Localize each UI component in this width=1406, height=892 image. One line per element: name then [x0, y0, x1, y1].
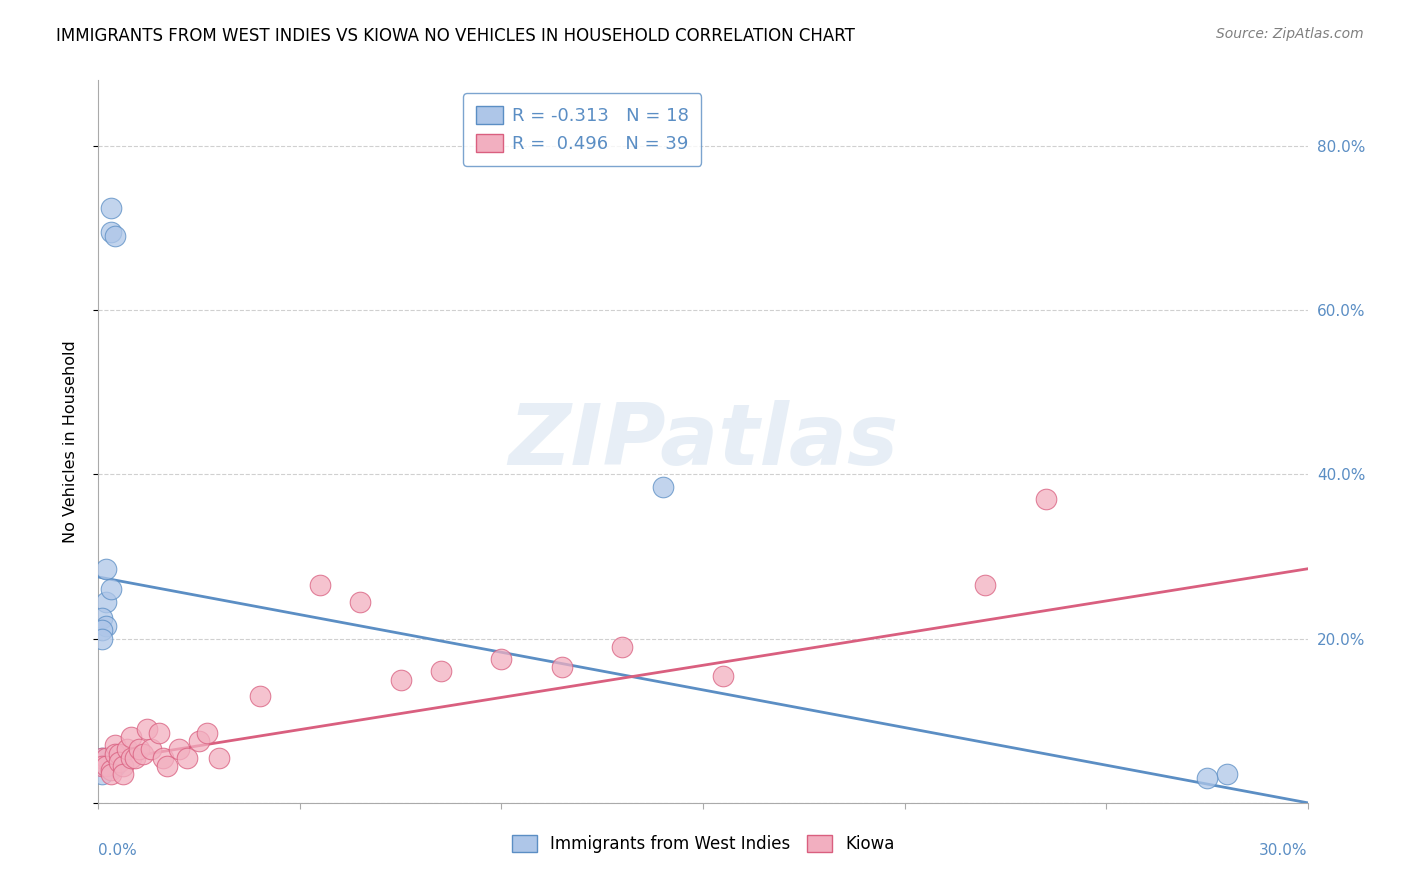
Point [100, 201, 122, 215]
Point [156, 759, 179, 773]
Point [100, 767, 122, 781]
Point [103, 739, 125, 753]
Point [651, 480, 673, 494]
Point [91, 624, 114, 638]
Point [188, 734, 211, 748]
Point [120, 730, 142, 744]
Point [612, 640, 634, 654]
Point [124, 750, 146, 764]
Point [152, 750, 174, 764]
Point [91, 759, 114, 773]
Point [96, 750, 118, 764]
Point [208, 750, 231, 764]
Point [430, 665, 453, 679]
Text: Source: ZipAtlas.com: Source: ZipAtlas.com [1216, 27, 1364, 41]
Point [91, 632, 114, 646]
Point [135, 722, 157, 736]
Point [91, 611, 114, 625]
Point [100, 582, 122, 597]
Point [167, 742, 190, 756]
Point [711, 668, 734, 682]
Point [96, 750, 118, 764]
Point [249, 689, 271, 703]
Point [96, 594, 118, 608]
Point [115, 742, 138, 756]
Point [103, 759, 125, 773]
Point [111, 759, 134, 773]
Point [551, 660, 574, 674]
Point [103, 747, 125, 761]
Point [132, 747, 155, 761]
Point [349, 594, 371, 608]
Point [1216, 767, 1239, 781]
Point [96, 562, 118, 576]
Point [96, 759, 118, 773]
Point [103, 229, 125, 244]
Point [1035, 491, 1057, 506]
Point [139, 742, 162, 756]
Point [107, 755, 129, 769]
Point [128, 742, 150, 756]
Text: ZIPatlas: ZIPatlas [508, 400, 898, 483]
Point [974, 578, 997, 592]
Point [309, 578, 332, 592]
Point [91, 750, 114, 764]
Text: 30.0%: 30.0% [1260, 843, 1308, 857]
Point [107, 747, 129, 761]
Text: IMMIGRANTS FROM WEST INDIES VS KIOWA NO VEHICLES IN HOUSEHOLD CORRELATION CHART: IMMIGRANTS FROM WEST INDIES VS KIOWA NO … [56, 27, 855, 45]
Point [148, 726, 170, 740]
Point [1195, 771, 1218, 785]
Point [195, 726, 218, 740]
Point [100, 763, 122, 777]
Point [120, 750, 142, 764]
Legend: Immigrants from West Indies, Kiowa: Immigrants from West Indies, Kiowa [505, 828, 901, 860]
Point [111, 767, 134, 781]
Text: 0.0%: 0.0% [98, 843, 138, 857]
Point [176, 750, 198, 764]
Point [100, 225, 122, 239]
Point [491, 652, 513, 666]
Y-axis label: No Vehicles in Household: No Vehicles in Household [63, 340, 77, 543]
Point [91, 750, 114, 764]
Point [389, 673, 412, 687]
Point [100, 755, 122, 769]
Point [96, 619, 118, 633]
Point [91, 767, 114, 781]
